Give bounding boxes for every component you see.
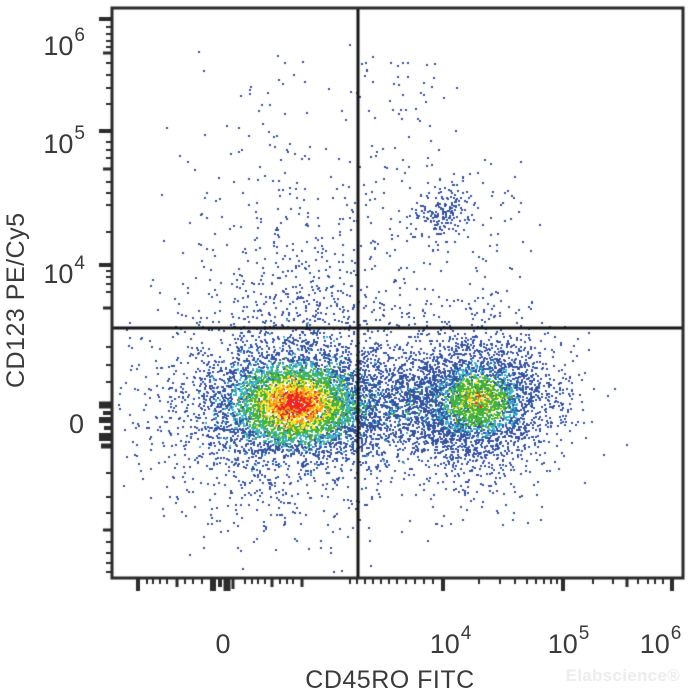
y-tick-label-1e6: 106 [43, 25, 85, 61]
x-axis-title: CD45RO FITC [305, 666, 475, 694]
watermark-elabscience: Elabscience® [565, 666, 680, 685]
x-tick-label-0: 0 [215, 629, 231, 659]
y-tick-label-1e4: 104 [43, 253, 85, 289]
y-tick-label-0: 0 [68, 409, 84, 439]
y-axis-title: CD123 PE/Cy5 [2, 212, 30, 388]
x-tick-label-1e6: 106 [639, 623, 682, 659]
x-tick-label-1e5: 105 [547, 623, 590, 659]
x-tick-label-1e4: 104 [429, 623, 472, 659]
y-tick-label-1e5: 105 [43, 123, 85, 159]
